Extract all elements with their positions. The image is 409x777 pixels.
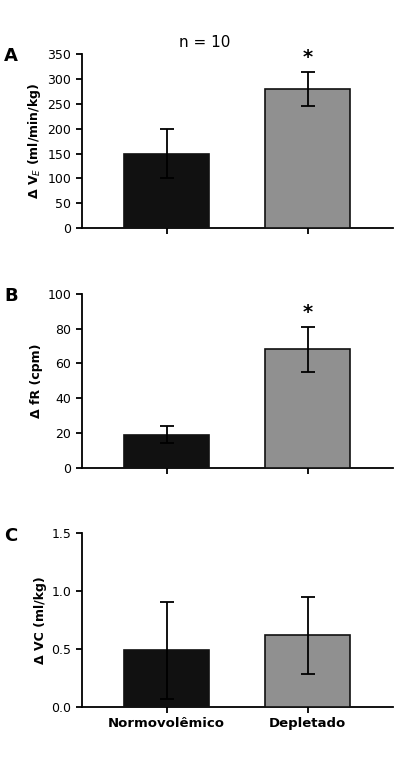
Bar bbox=[265, 350, 350, 468]
Text: *: * bbox=[303, 47, 313, 67]
Bar bbox=[265, 636, 350, 707]
Bar bbox=[124, 650, 209, 707]
Text: B: B bbox=[4, 287, 18, 305]
Text: C: C bbox=[4, 527, 17, 545]
Text: A: A bbox=[4, 47, 18, 65]
Y-axis label: Δ V$_E$ (ml/min/kg): Δ V$_E$ (ml/min/kg) bbox=[26, 83, 43, 200]
Text: *: * bbox=[303, 303, 313, 322]
Bar bbox=[124, 154, 209, 228]
Y-axis label: Δ VC (ml/kg): Δ VC (ml/kg) bbox=[34, 577, 47, 664]
Bar bbox=[265, 89, 350, 228]
Text: n = 10: n = 10 bbox=[179, 35, 230, 50]
Bar bbox=[124, 434, 209, 468]
Y-axis label: Δ fR (cpm): Δ fR (cpm) bbox=[30, 343, 43, 418]
